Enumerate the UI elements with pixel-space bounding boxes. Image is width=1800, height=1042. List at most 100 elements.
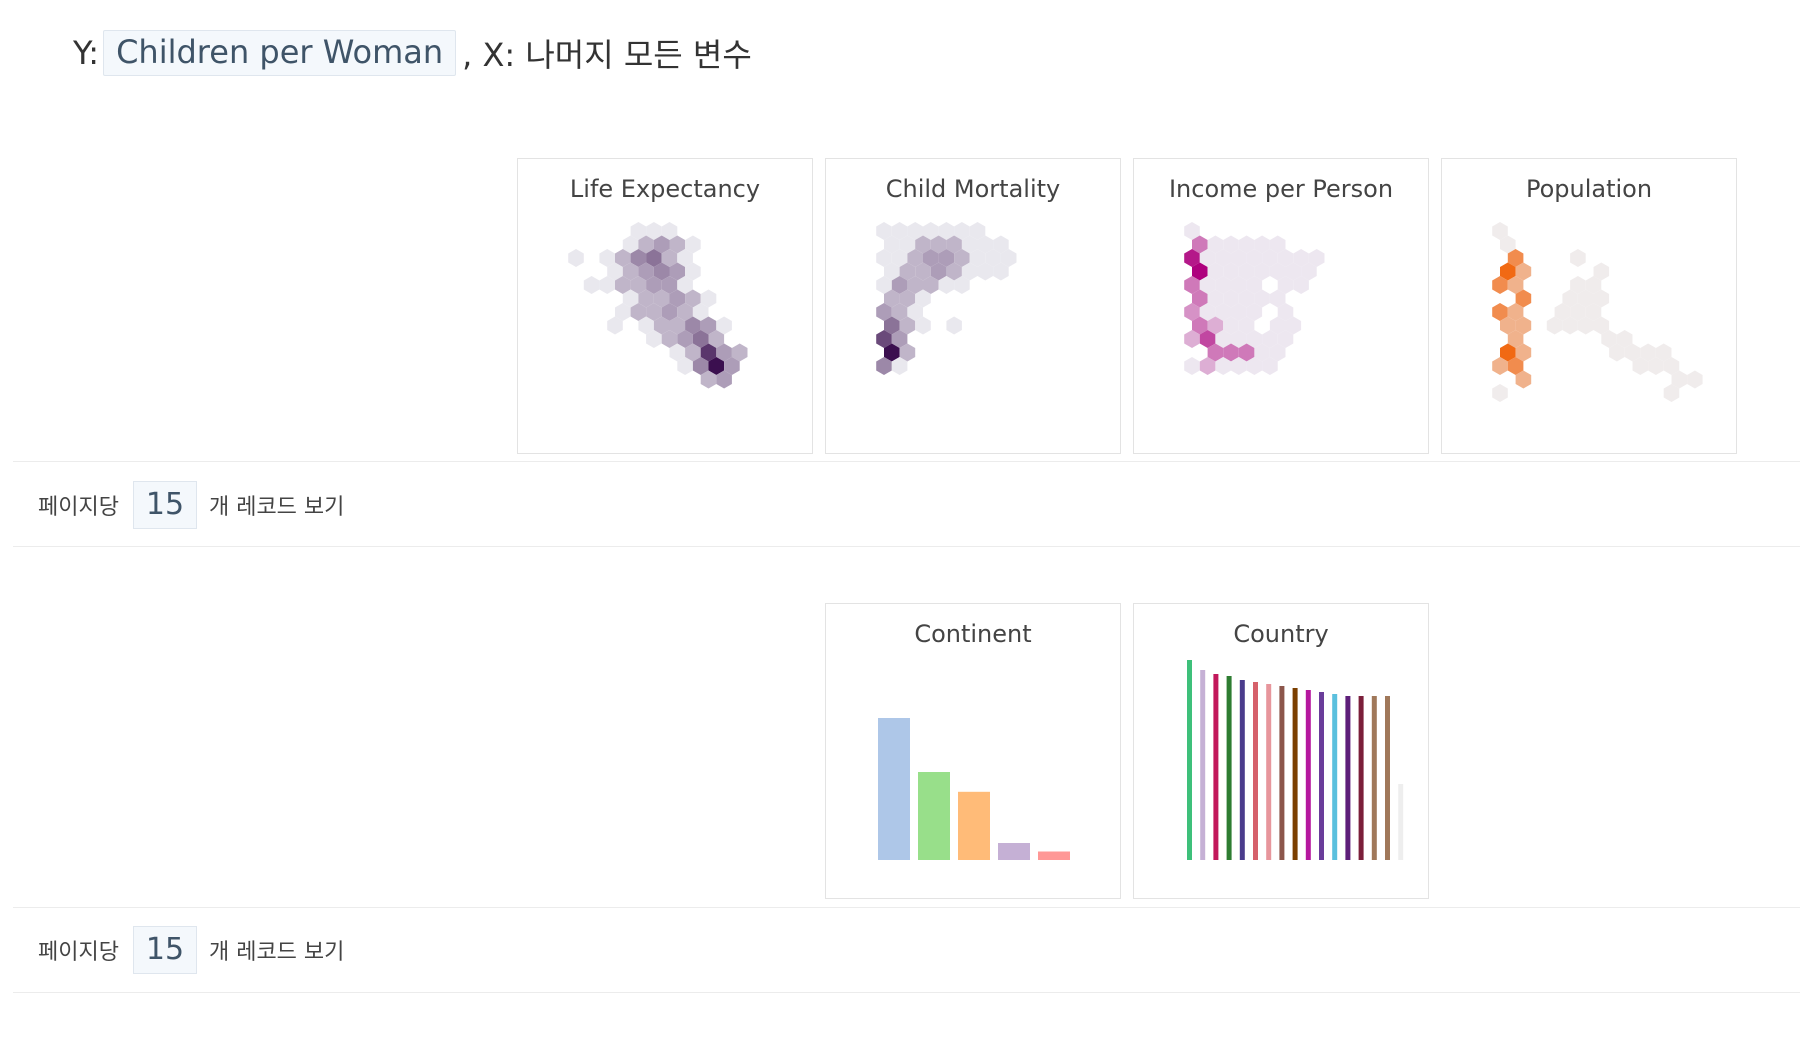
hex-bin [1492,384,1508,402]
card-country[interactable]: Country [1133,603,1429,899]
card-life-expectancy[interactable]: Life Expectancy [517,158,813,454]
hex-bin [1215,330,1231,348]
bar[interactable] [1292,688,1298,860]
hex-bin [1231,330,1247,348]
hex-bin [630,303,647,321]
bar[interactable] [1332,694,1338,860]
bar[interactable] [958,791,990,860]
hex-bin [1184,249,1200,267]
hex-bin [1500,316,1516,335]
hex-bin [1199,330,1216,348]
bar[interactable] [1266,684,1272,860]
records-per-page-input[interactable]: 15 [132,481,197,529]
hex-bin [891,330,908,348]
hex-bin [1262,330,1278,348]
hex-bin [1223,262,1239,281]
hex-bin [1238,289,1255,308]
bar[interactable] [1279,686,1285,860]
bar[interactable] [1239,680,1245,860]
hex-bin [1184,276,1200,294]
hex-bin [1515,289,1532,308]
hex-bin [1663,384,1680,402]
bar[interactable] [1371,696,1377,860]
bar[interactable] [918,772,950,860]
bar-chart-continent [878,718,1070,861]
bar[interactable] [1305,690,1311,860]
hex-bin [1184,222,1200,240]
hex-bin [615,303,631,321]
bar[interactable] [1385,696,1390,860]
card-population[interactable]: Population [1441,158,1737,454]
records-per-page-input[interactable]: 15 [132,926,197,974]
hex-bin [1269,343,1286,362]
hex-bin [938,276,955,294]
card-child-mortality[interactable]: Child Mortality [825,158,1121,454]
hex-bin [1616,330,1633,348]
hex-bin [1262,249,1278,267]
bar[interactable] [1319,692,1324,860]
bar[interactable] [1187,660,1192,860]
hex-bin [1269,262,1286,281]
hex-bin [1246,303,1263,321]
hex-bin [700,370,717,389]
hex-bin [884,343,900,362]
hex-bin [884,235,900,254]
hex-bin [1238,316,1255,335]
hex-bin [1277,330,1294,348]
hex-bin [1269,235,1286,254]
hex-bin [1231,357,1247,375]
hex-bin [1507,330,1524,348]
hex-bin [891,276,908,294]
hex-bin [1199,249,1216,267]
hex-bin [1507,303,1524,321]
hexbin-population [1492,222,1703,402]
bar[interactable] [1253,682,1258,860]
hex-bin [1671,370,1688,389]
hex-bin [1570,249,1586,267]
hex-bin [1308,249,1325,267]
hex-bin [1285,316,1302,335]
bar[interactable] [1398,784,1404,860]
hex-bin [876,222,892,240]
hex-bin [669,316,686,335]
divider [13,461,1800,462]
hex-bin [907,276,923,294]
divider [13,546,1800,547]
hex-bin [1515,316,1532,335]
hex-bin [1293,249,1309,267]
hex-bin [946,235,962,254]
hex-bin [677,330,693,348]
hex-bin [884,289,900,308]
y-variable-selector[interactable]: Children per Woman [103,30,457,76]
hex-bin [607,262,623,281]
chart-header: Y: Children per Woman , X: 나머지 모든 변수 [73,27,752,79]
hex-bin [700,289,717,308]
bar[interactable] [1226,676,1232,860]
bar[interactable] [1358,696,1364,860]
card-continent[interactable]: Continent [825,603,1121,899]
hex-bin [716,370,732,389]
hex-bin [638,316,654,335]
card-title: Continent [914,620,1032,648]
card-income-per-person[interactable]: Income per Person [1133,158,1429,454]
hex-bin [1246,330,1263,348]
bar[interactable] [1345,696,1351,860]
hex-bin [1624,343,1641,362]
bar[interactable] [998,843,1030,860]
hex-bin [622,289,639,308]
hex-bin [724,357,740,375]
hex-bin [1254,262,1270,281]
hex-bin [1207,316,1224,335]
hex-bin [1184,303,1200,321]
hex-bin [1246,249,1263,267]
bar[interactable] [1038,851,1070,861]
hex-bin [708,357,725,375]
hex-bin [1562,316,1578,335]
hex-bin [1238,343,1255,362]
bar[interactable] [1200,670,1206,860]
hex-bin [653,316,670,335]
hex-bin [923,222,939,240]
bar[interactable] [1213,674,1219,860]
bar[interactable] [878,718,910,860]
pager-prefix: 페이지당 [38,940,119,965]
